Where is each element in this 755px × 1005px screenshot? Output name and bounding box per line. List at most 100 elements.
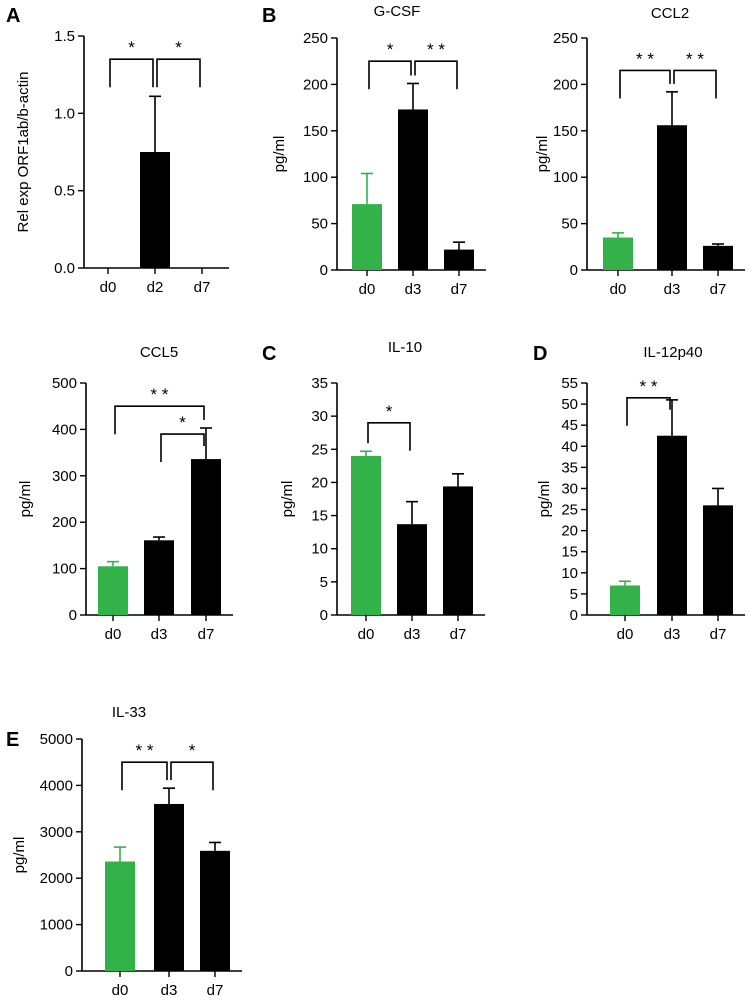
y-tick-label: 200 [553, 76, 578, 93]
bar-d3 [657, 435, 687, 615]
y-tick-label: 10 [311, 541, 328, 558]
y-tick-label: 0 [320, 262, 328, 279]
panel-B-ccl2: CCL2 pg/ml 0 50 100 150 200 250 d0 d3 d7 * * * * [534, 5, 745, 298]
y-tick-label: 50 [561, 396, 578, 413]
y-axis-label: pg/ml [534, 136, 551, 173]
x-tick-label: d7 [450, 626, 467, 643]
y-tick-label: 3000 [40, 824, 73, 841]
x-tick-label: d7 [451, 281, 468, 298]
chart-title: CCL2 [651, 5, 689, 22]
significance-bracket [626, 396, 671, 426]
y-axis-label: pg/ml [11, 837, 28, 874]
x-tick-label: d3 [405, 281, 422, 298]
panel-letter: E [6, 729, 19, 751]
x-tick-label: d7 [710, 626, 727, 643]
bar-d0 [351, 455, 381, 615]
significance-label: * * [686, 49, 704, 68]
chart-title: G-CSF [374, 3, 421, 20]
significance-bracket [368, 60, 412, 90]
bar-d3 [657, 125, 687, 271]
bar-d3 [397, 524, 427, 615]
significance-bracket [673, 69, 717, 99]
chart-title: IL-33 [112, 704, 146, 721]
y-tick-label: 40 [561, 438, 578, 455]
bar-d3 [144, 540, 174, 615]
panel-letter: B [262, 5, 276, 27]
y-tick-label: 15 [561, 544, 578, 561]
panel-E-il33: E IL-33 pg/ml 0 1000 2000 3000 4000 5000 d0 d3 d7 * … [6, 704, 242, 999]
chart-title: IL-12p40 [643, 344, 702, 361]
y-tick-label: 35 [561, 459, 578, 476]
y-tick-label: 25 [311, 441, 328, 458]
bar-d7 [443, 486, 473, 615]
y-axis-label: pg/ml [271, 136, 288, 173]
y-tick-label: 250 [553, 30, 578, 47]
panel-D-il12p40: D IL-12p40 pg/ml 0 5 10 15 20 25 30 35 40 45 50 55 d0 d3… [533, 343, 745, 643]
bar-d0 [98, 566, 128, 615]
panel-C-il10: C IL-10 pg/ml 0 5 10 15 20 25 30 35 d0 d3 d7 * [262, 339, 485, 643]
bar-d7 [200, 850, 230, 971]
x-tick-label: d7 [194, 279, 211, 296]
significance-label: * * [640, 377, 658, 396]
x-tick-label: d7 [198, 626, 215, 643]
x-tick-label: d3 [664, 626, 681, 643]
y-tick-label: 100 [553, 169, 578, 186]
y-tick-label: 200 [52, 514, 77, 531]
significance-bracket [160, 433, 205, 463]
y-tick-label: 2000 [40, 870, 73, 887]
y-axis-label: Rel exp ORF1ab/b-actin [15, 72, 32, 233]
y-axis-label: pg/ml [279, 481, 296, 518]
y-tick-label: 400 [52, 421, 77, 438]
y-tick-label: 55 [561, 375, 578, 392]
bar-d2 [140, 152, 170, 268]
x-tick-label: d0 [105, 626, 122, 643]
significance-bracket [414, 60, 458, 90]
y-tick-label: 200 [303, 76, 328, 93]
significance-label: * * [636, 49, 654, 68]
y-tick-label: 500 [52, 375, 77, 392]
y-tick-label: 50 [311, 216, 328, 233]
y-tick-label: 30 [311, 408, 328, 425]
significance-label: * [387, 40, 394, 59]
panel-letter: C [262, 343, 276, 365]
significance-label: * [179, 413, 186, 432]
significance-label: * * [136, 741, 154, 760]
y-tick-label: 0 [570, 607, 578, 624]
y-tick-label: 100 [303, 169, 328, 186]
y-tick-label: 5 [570, 586, 578, 603]
y-tick-label: 30 [561, 480, 578, 497]
bar-d0 [603, 237, 633, 270]
y-tick-label: 25 [561, 502, 578, 519]
panel-letter: A [6, 5, 20, 27]
y-tick-label: 20 [311, 474, 328, 491]
y-tick-label: 0.0 [54, 260, 75, 277]
x-tick-label: d0 [617, 626, 634, 643]
y-tick-label: 150 [553, 123, 578, 140]
y-tick-label: 4000 [40, 777, 73, 794]
chart-title: IL-10 [388, 339, 422, 356]
x-tick-label: d3 [404, 626, 421, 643]
x-tick-label: d2 [147, 279, 164, 296]
y-tick-label: 45 [561, 417, 578, 434]
y-tick-label: 20 [561, 523, 578, 540]
x-tick-label: d0 [359, 281, 376, 298]
bar-d3 [154, 803, 184, 971]
y-axis-label: pg/ml [17, 481, 34, 518]
y-tick-label: 5 [320, 574, 328, 591]
y-tick-label: 35 [311, 375, 328, 392]
y-tick-label: 1.5 [54, 28, 75, 45]
panel-B-gcsf: B G-CSF pg/ml 0 50 100 150 200 250 d0 d3 d7 * * * [262, 3, 486, 298]
bar-d0 [610, 585, 640, 615]
bar-d7 [444, 249, 474, 270]
significance-bracket [170, 761, 214, 791]
y-tick-label: 0.5 [54, 183, 75, 200]
bar-d7 [191, 459, 221, 615]
y-tick-label: 50 [561, 216, 578, 233]
y-tick-label: 10 [561, 565, 578, 582]
x-tick-label: d0 [610, 281, 627, 298]
significance-label: * [175, 38, 182, 57]
x-tick-label: d0 [100, 279, 117, 296]
y-tick-label: 250 [303, 30, 328, 47]
y-tick-label: 0 [65, 963, 73, 980]
